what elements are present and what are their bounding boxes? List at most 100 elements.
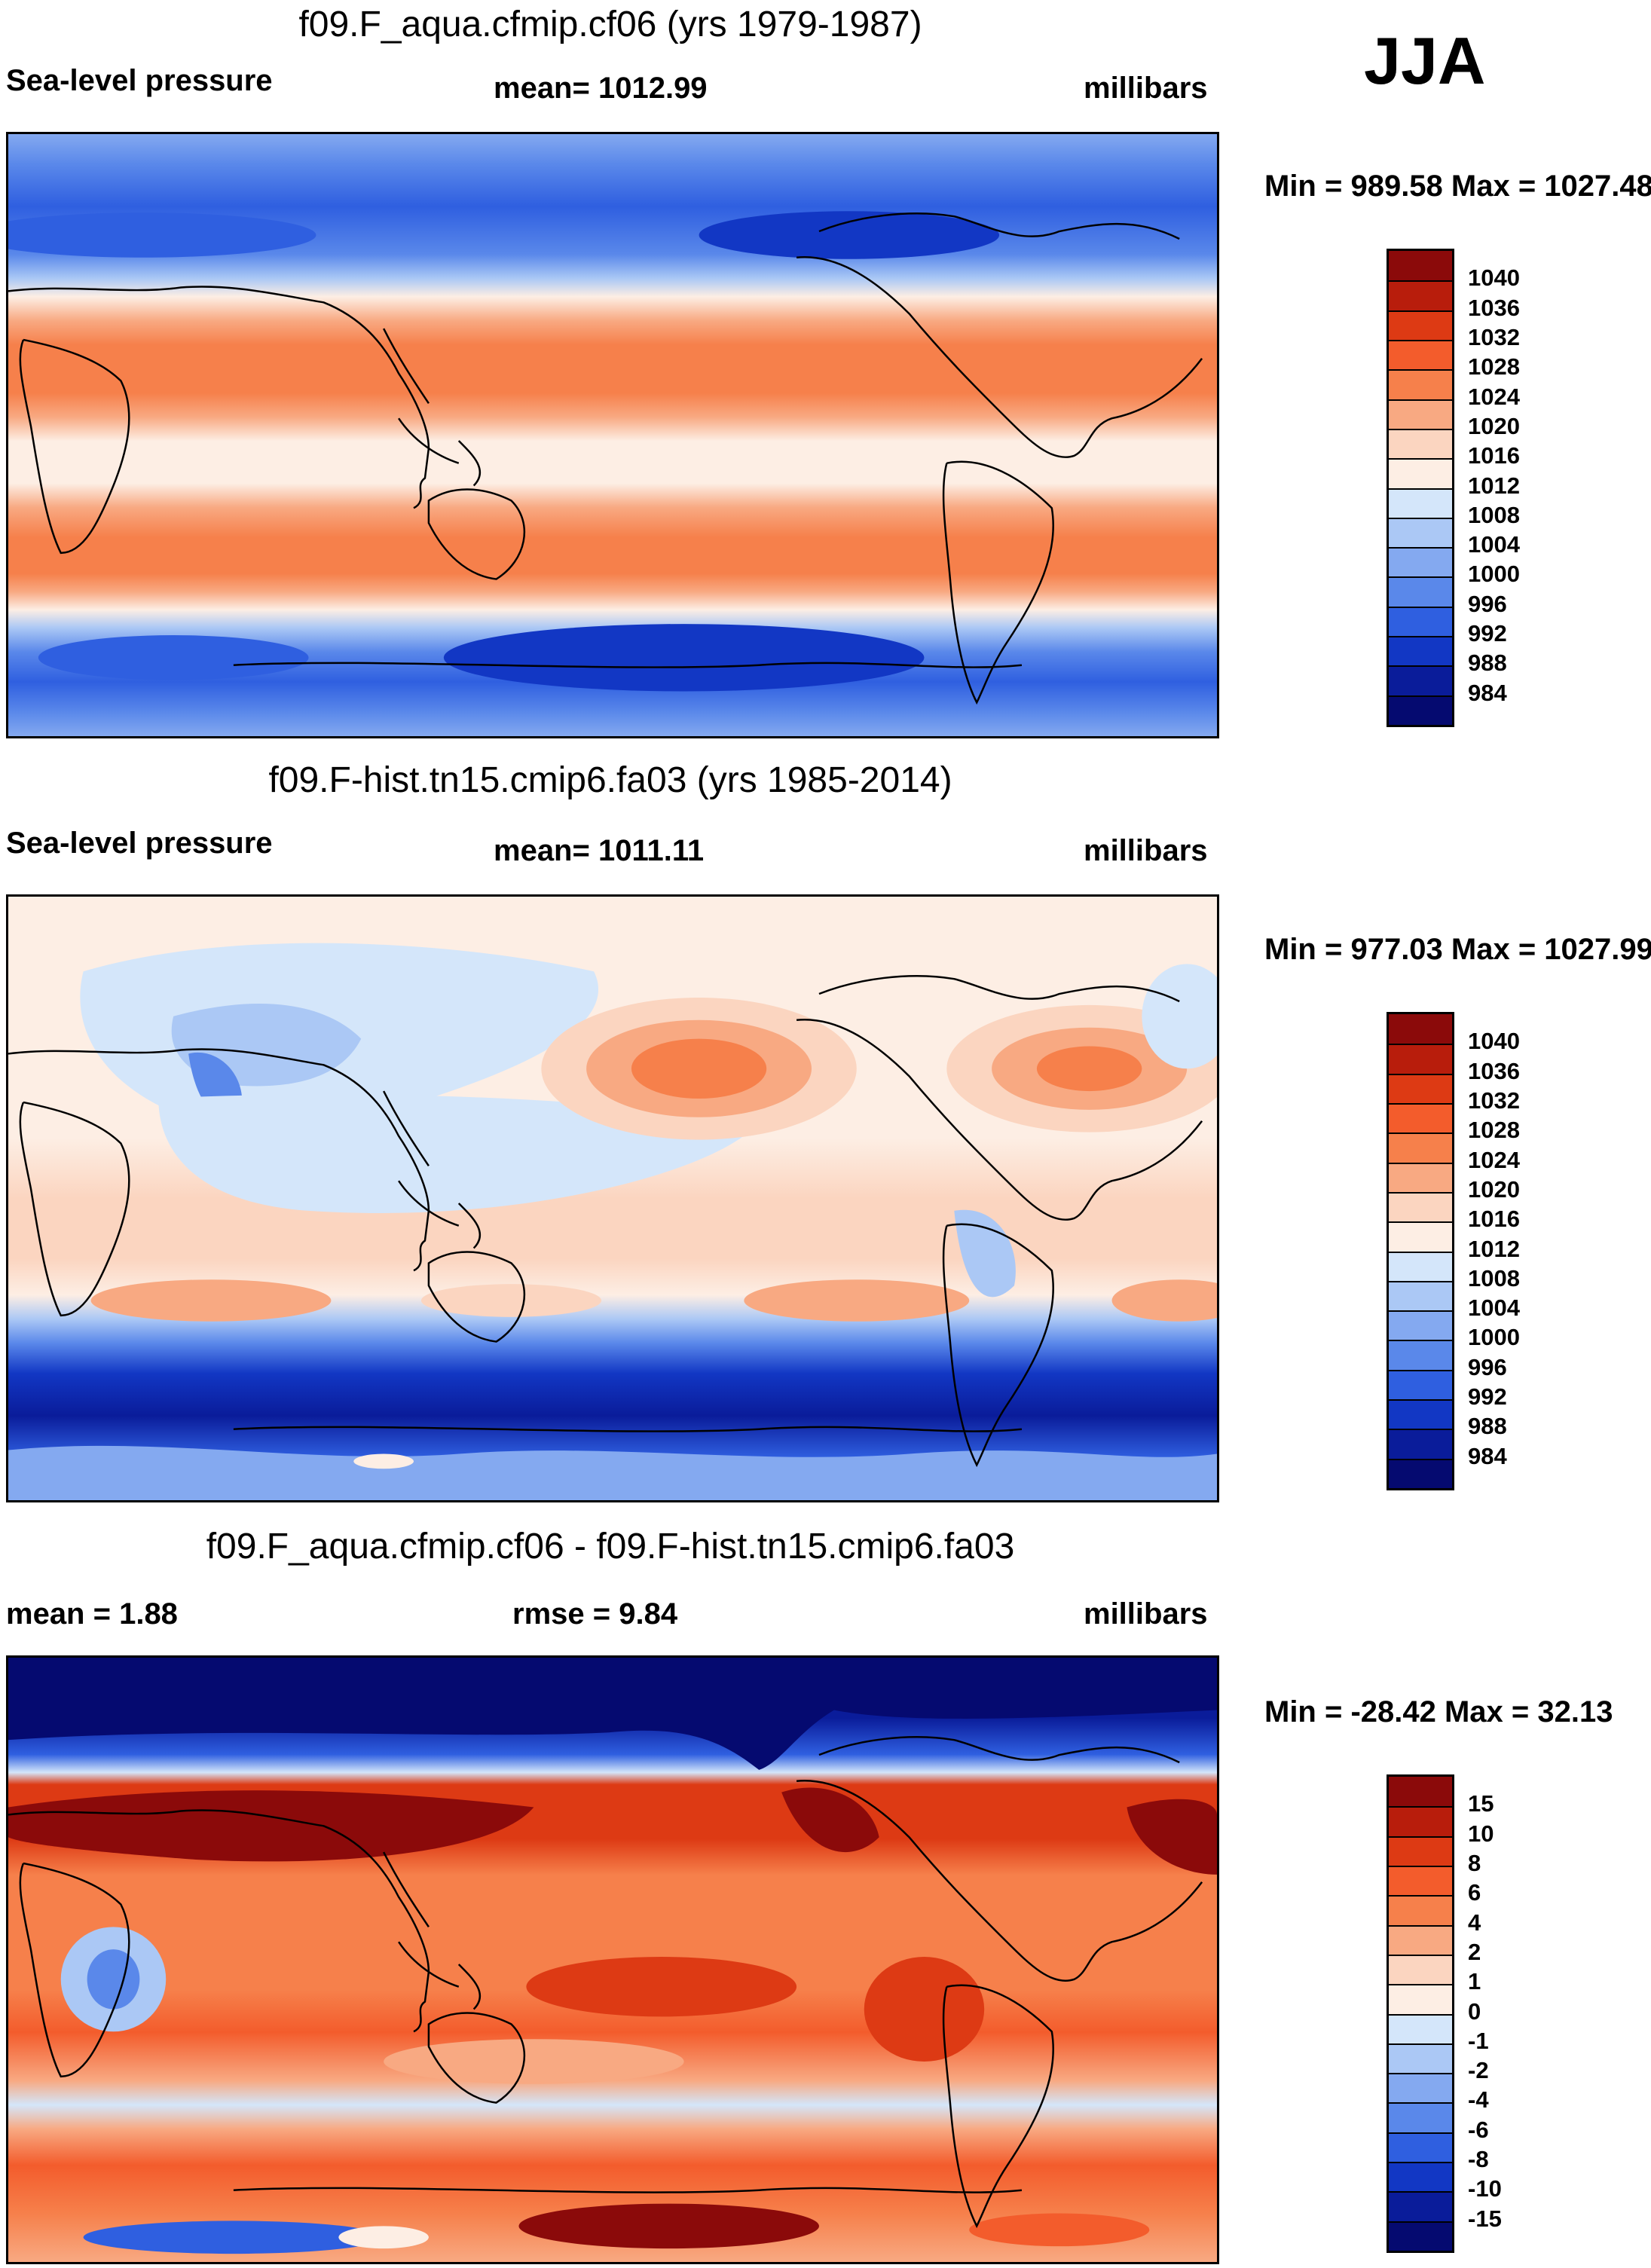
panel-2-units-label: millibars (1084, 834, 1208, 867)
colorbar-cell (1389, 280, 1452, 310)
colorbar-cell (1389, 665, 1452, 695)
colorbar-cell (1389, 1073, 1452, 1103)
colorbar-cell (1389, 2013, 1452, 2043)
colorbar-cell (1389, 547, 1452, 577)
colorbar-cell (1389, 2191, 1452, 2221)
colorbar-level-label: 1020 (1468, 1175, 1520, 1203)
panel-2-minmax-label: Min = 977.03 Max = 1027.99 (1264, 933, 1651, 966)
colorbar-level-label: 1032 (1468, 323, 1520, 350)
colorbar-level-label: 1036 (1468, 294, 1520, 321)
colorbar-level-label: 1012 (1468, 472, 1520, 499)
colorbar-cell (1389, 517, 1452, 548)
colorbar-level-label: 1040 (1468, 1028, 1520, 1055)
colorbar-level-label: 1040 (1468, 264, 1520, 292)
colorbar-cell (1389, 1429, 1452, 1459)
colorbar-level-label: 15 (1468, 1790, 1494, 1817)
colorbar-level-label: 984 (1468, 679, 1507, 706)
colorbar-level-label: 1036 (1468, 1057, 1520, 1084)
colorbar-level-label: 1004 (1468, 1294, 1520, 1322)
colorbar-cell (1389, 310, 1452, 340)
colorbar-level-label: 2 (1468, 1938, 1481, 1965)
panel-2-mean-label: mean= 1011.11 (494, 834, 705, 867)
colorbar-cell (1389, 1221, 1452, 1252)
colorbar-cell (1389, 1102, 1452, 1133)
panel-1-variable-label: Sea-level pressure (6, 64, 273, 97)
colorbar-cell (1389, 695, 1452, 725)
season-label: JJA (1364, 23, 1486, 98)
colorbar-level-label: 8 (1468, 1849, 1481, 1876)
panel-2-colorbar (1387, 1012, 1454, 1490)
colorbar-level-label: 1012 (1468, 1235, 1520, 1262)
colorbar-level-label: 1024 (1468, 1146, 1520, 1173)
colorbar-cell (1389, 251, 1452, 281)
panel-3-mean-label: mean = 1.88 (6, 1597, 178, 1631)
panel-1-mean-label: mean= 1012.99 (494, 72, 708, 105)
colorbar-cell (1389, 339, 1452, 370)
panel-2-title: f09.F-hist.tn15.cmip6.fa03 (yrs 1985-201… (268, 760, 952, 800)
colorbar-level-label: 1020 (1468, 412, 1520, 439)
colorbar-level-label: 992 (1468, 620, 1507, 647)
colorbar-cell (1389, 576, 1452, 607)
panel-3-title: f09.F_aqua.cfmip.cf06 - f09.F-hist.tn15.… (206, 1527, 1015, 1567)
panel-2-map (6, 894, 1219, 1502)
colorbar-cell (1389, 1280, 1452, 1311)
colorbar-level-label: 1008 (1468, 501, 1520, 528)
colorbar-level-label: 1024 (1468, 383, 1520, 410)
colorbar-level-label: -6 (1468, 2116, 1489, 2143)
colorbar-level-label: -8 (1468, 2146, 1489, 2173)
panel-1-colorbar (1387, 249, 1454, 727)
colorbar-level-label: 996 (1468, 590, 1507, 617)
colorbar-level-label: 6 (1468, 1879, 1481, 1906)
colorbar-cell (1389, 1014, 1452, 1044)
colorbar-level-label: 1000 (1468, 1324, 1520, 1351)
colorbar-level-label: 1 (1468, 1968, 1481, 1995)
colorbar-cell (1389, 1458, 1452, 1488)
colorbar-level-label: 996 (1468, 1353, 1507, 1380)
colorbar-cell (1389, 1777, 1452, 1807)
colorbar-cell (1389, 1984, 1452, 2014)
colorbar-cell (1389, 1399, 1452, 1429)
colorbar-cell (1389, 428, 1452, 459)
colorbar-cell (1389, 1340, 1452, 1370)
colorbar-cell (1389, 2043, 1452, 2074)
colorbar-cell (1389, 1806, 1452, 1836)
colorbar-level-label: -15 (1468, 2205, 1502, 2232)
colorbar-level-label: 1000 (1468, 561, 1520, 588)
colorbar-cell (1389, 2132, 1452, 2163)
colorbar-cell (1389, 1251, 1452, 1281)
colorbar-cell (1389, 2073, 1452, 2103)
colorbar-cell (1389, 1369, 1452, 1400)
colorbar-cell (1389, 636, 1452, 666)
colorbar-level-label: 992 (1468, 1383, 1507, 1411)
colorbar-level-label: 10 (1468, 1820, 1494, 1847)
colorbar-level-label: 1028 (1468, 353, 1520, 381)
colorbar-level-label: 1016 (1468, 442, 1520, 469)
colorbar-level-label: 988 (1468, 1413, 1507, 1440)
colorbar-level-label: -10 (1468, 2175, 1502, 2202)
colorbar-cell (1389, 458, 1452, 488)
colorbar-cell (1389, 1191, 1452, 1222)
colorbar-cell (1389, 606, 1452, 637)
panel-3-map (6, 1655, 1219, 2264)
panel-1-map (6, 132, 1219, 738)
colorbar-cell (1389, 1310, 1452, 1340)
panel-3-colorbar (1387, 1774, 1454, 2253)
colorbar-cell (1389, 1162, 1452, 1192)
panel-3-units-label: millibars (1084, 1597, 1208, 1631)
colorbar-cell (1389, 1924, 1452, 1955)
panel-1-minmax-label: Min = 989.58 Max = 1027.48 (1264, 170, 1651, 203)
panel-1-units-label: millibars (1084, 72, 1208, 105)
colorbar-level-label: 1008 (1468, 1264, 1520, 1291)
colorbar-level-label: 1032 (1468, 1087, 1520, 1114)
colorbar-cell (1389, 1895, 1452, 1925)
panel-3-minmax-label: Min = -28.42 Max = 32.13 (1264, 1695, 1613, 1729)
colorbar-level-label: 4 (1468, 1909, 1481, 1936)
colorbar-cell (1389, 2162, 1452, 2192)
colorbar-level-label: 1004 (1468, 531, 1520, 558)
colorbar-level-label: -2 (1468, 2057, 1489, 2084)
colorbar-cell (1389, 1835, 1452, 1866)
colorbar-cell (1389, 399, 1452, 429)
colorbar-level-label: 0 (1468, 1997, 1481, 2025)
colorbar-cell (1389, 1132, 1452, 1163)
panel-3-rmse-label: rmse = 9.84 (512, 1597, 678, 1631)
